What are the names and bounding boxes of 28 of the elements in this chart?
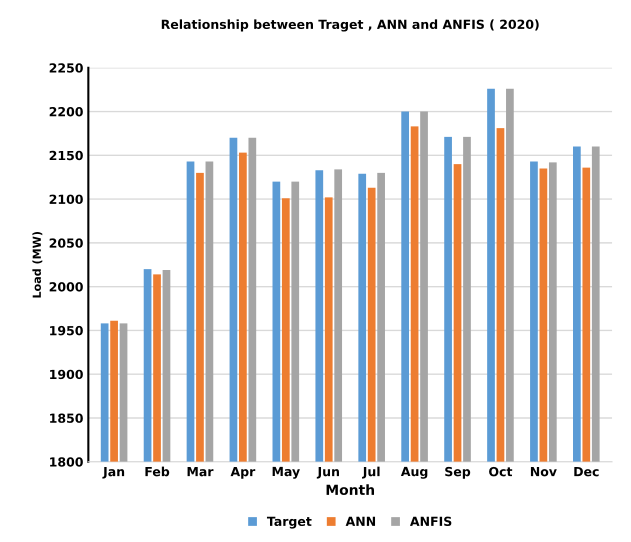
x-tick-label: Jul: [362, 466, 380, 479]
x-tick-label: Mar: [188, 467, 214, 476]
y-tick-label: 2150: [50, 150, 83, 160]
x-tick-label: Feb: [145, 466, 170, 476]
x-tick-label: Sep: [445, 466, 470, 479]
x-tick-label: Oct: [489, 466, 512, 476]
x-tick-label: Apr: [230, 467, 256, 479]
y-tick-label: 2100: [50, 194, 83, 204]
legend-label: ANN: [346, 516, 376, 526]
chart-title: Relationship between Traget , ANN and ANFIS ( 2020): [162, 19, 539, 32]
y-tick-label: 2250: [50, 63, 83, 73]
x-tick-label: Jun: [316, 467, 339, 479]
x-tick-label: May: [272, 466, 300, 479]
y-tick-label: 2200: [50, 107, 83, 116]
legend-label: Target: [266, 516, 312, 529]
x-axis-title: Month: [326, 484, 374, 496]
legend-label: ANFIS: [410, 516, 452, 526]
y-tick-label: 2000: [50, 282, 83, 292]
x-tick-label: Aug: [400, 466, 428, 479]
y-tick-label: 1850: [50, 413, 83, 423]
x-tick-label: Nov: [530, 467, 557, 476]
y-tick-label: 2050: [50, 238, 83, 248]
y-tick-label: 1800: [50, 457, 83, 467]
y-axis-title: Load (MW): [32, 232, 42, 298]
x-tick-label: Jan: [102, 467, 124, 479]
x-tick-label: Dec: [574, 467, 599, 476]
y-tick-label: 1900: [50, 370, 83, 380]
y-tick-label: 1950: [50, 326, 83, 336]
